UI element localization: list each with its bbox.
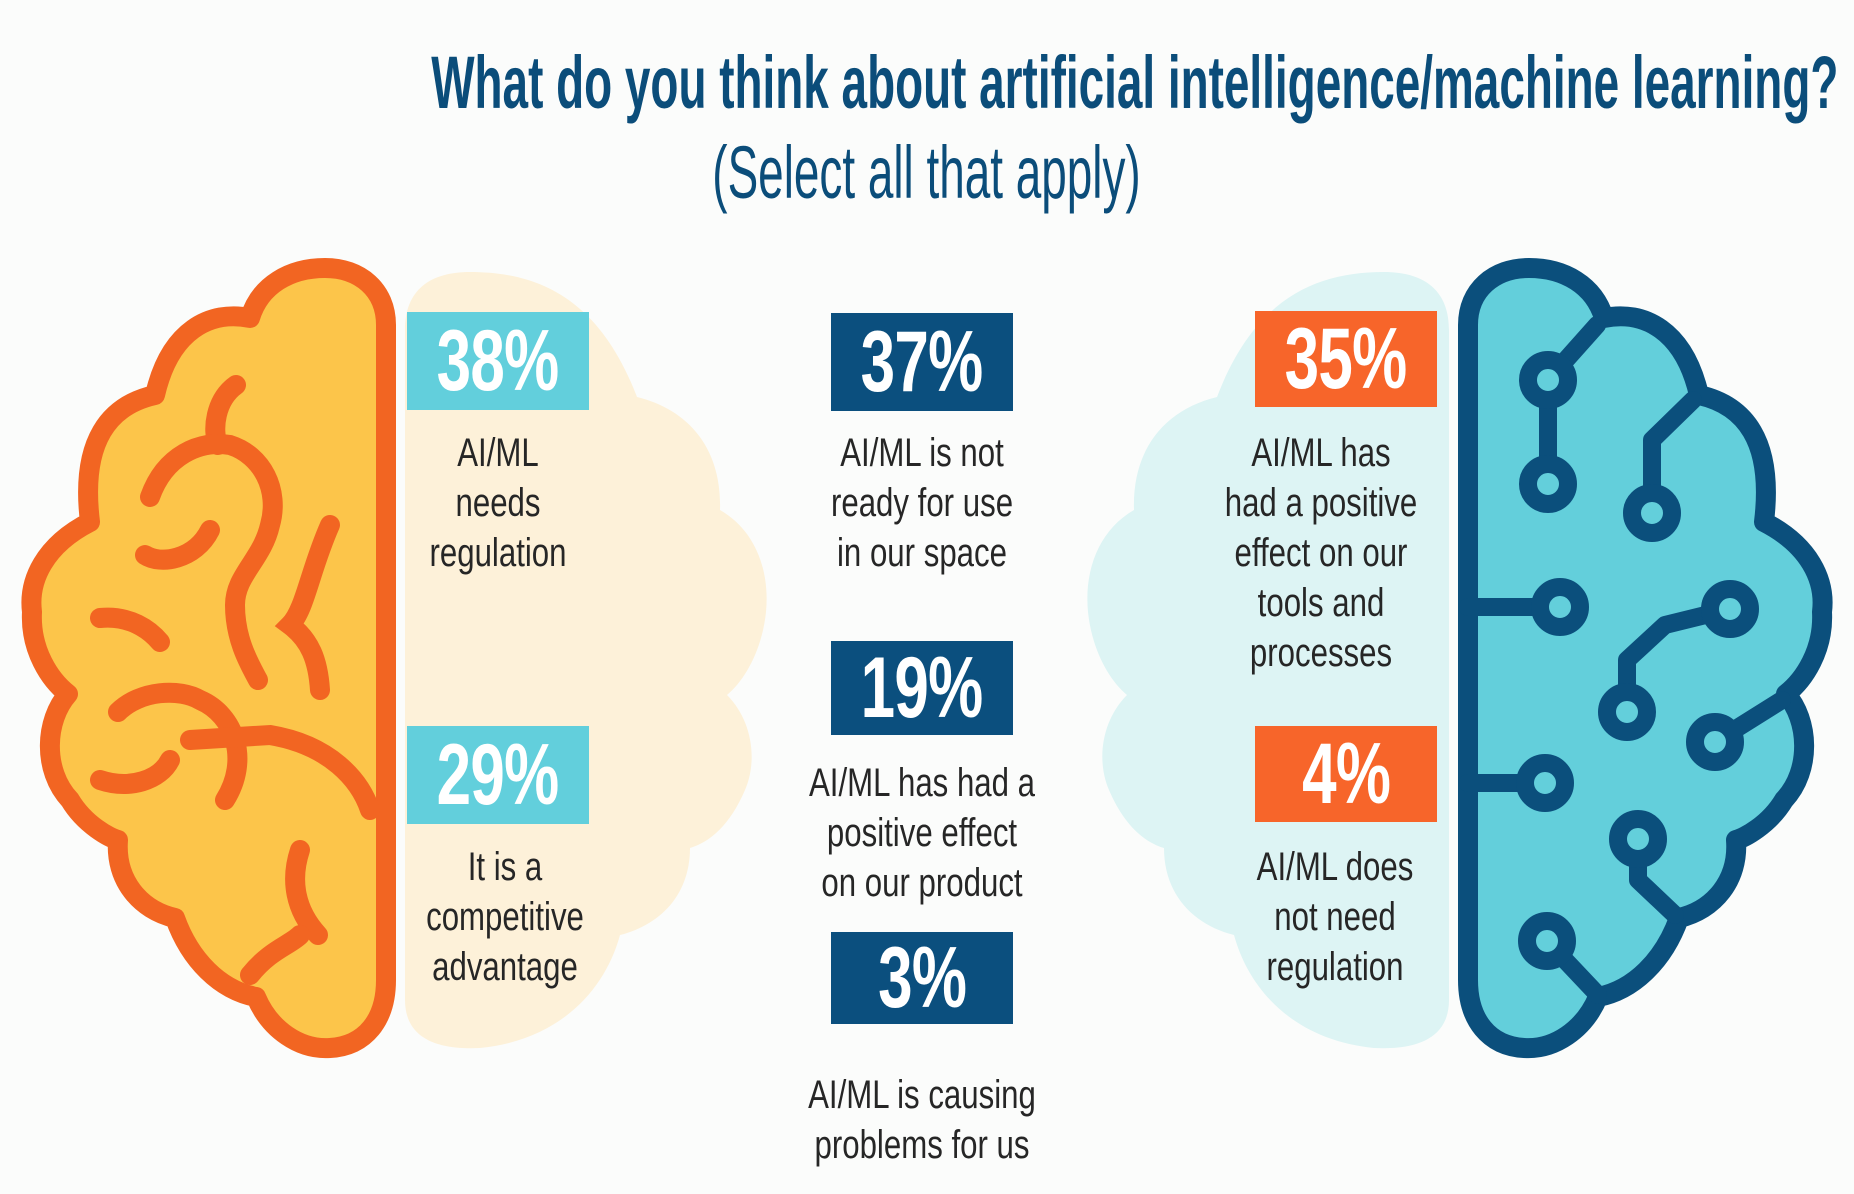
right-cloud-shape <box>1087 272 1449 1049</box>
stat-badge-positive-tools: 35% <box>1255 311 1437 407</box>
stat-badge-positive-product: 19% <box>831 640 1013 736</box>
page-subtitle: (Select all that apply) <box>712 131 1142 214</box>
stat-badge-not-ready: 37% <box>831 313 1013 411</box>
circuit-node <box>1519 351 1577 409</box>
page-title: What do you think about artificial intel… <box>431 41 1839 124</box>
circuit-node <box>1519 455 1577 513</box>
brain-circuit-icon <box>1458 258 1833 1059</box>
circuit-node <box>1531 578 1589 636</box>
left-cloud-shape <box>405 272 767 1049</box>
stat-label-needs-regulation: AI/ML needs regulation <box>429 431 567 575</box>
stat-label-causing-problems: AI/ML is causing problems for us <box>808 1073 1036 1167</box>
stat-badge-no-regulation: 4% <box>1255 726 1437 822</box>
circuit-node <box>1686 713 1744 771</box>
stat-label-competitive-advantage: It is a competitive advantage <box>426 845 584 989</box>
circuit-node <box>1623 484 1681 542</box>
stat-badge-competitive-advantage: 29% <box>407 726 589 824</box>
stat-label-positive-tools: AI/ML has had a positive effect on our t… <box>1224 431 1418 675</box>
brain-organic-icon <box>21 258 396 1059</box>
stat-label-not-ready: AI/ML is not ready for use in our space <box>830 431 1014 575</box>
stat-label-positive-product: AI/ML has had a positive effect on our p… <box>808 761 1036 905</box>
circuit-node <box>1609 810 1667 868</box>
stat-badge-causing-problems: 3% <box>831 930 1013 1026</box>
circuit-node <box>1516 754 1574 812</box>
stat-label-no-regulation: AI/ML does not need regulation <box>1256 845 1414 989</box>
circuit-node <box>1598 683 1656 741</box>
circuit-node <box>1701 580 1759 638</box>
stat-badge-needs-regulation: 38% <box>407 312 589 410</box>
circuit-node <box>1518 912 1576 970</box>
